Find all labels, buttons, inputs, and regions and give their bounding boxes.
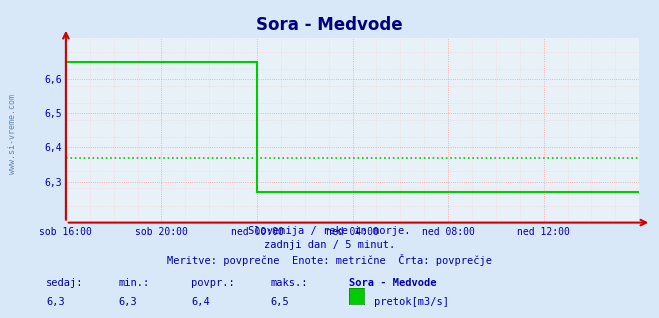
Text: Sora - Medvode: Sora - Medvode xyxy=(349,278,437,288)
Text: 6,4: 6,4 xyxy=(191,297,210,307)
Text: 6,5: 6,5 xyxy=(270,297,289,307)
Text: zadnji dan / 5 minut.: zadnji dan / 5 minut. xyxy=(264,240,395,250)
Text: www.si-vreme.com: www.si-vreme.com xyxy=(8,93,17,174)
Text: Meritve: povprečne  Enote: metrične  Črta: povprečje: Meritve: povprečne Enote: metrične Črta:… xyxy=(167,254,492,266)
Text: 6,3: 6,3 xyxy=(119,297,137,307)
Text: 6,3: 6,3 xyxy=(46,297,65,307)
Text: Sora - Medvode: Sora - Medvode xyxy=(256,16,403,34)
Text: povpr.:: povpr.: xyxy=(191,278,235,288)
Text: sedaj:: sedaj: xyxy=(46,278,84,288)
Text: min.:: min.: xyxy=(119,278,150,288)
Text: pretok[m3/s]: pretok[m3/s] xyxy=(374,297,449,307)
Text: Slovenija / reke in morje.: Slovenija / reke in morje. xyxy=(248,226,411,236)
Text: maks.:: maks.: xyxy=(270,278,308,288)
